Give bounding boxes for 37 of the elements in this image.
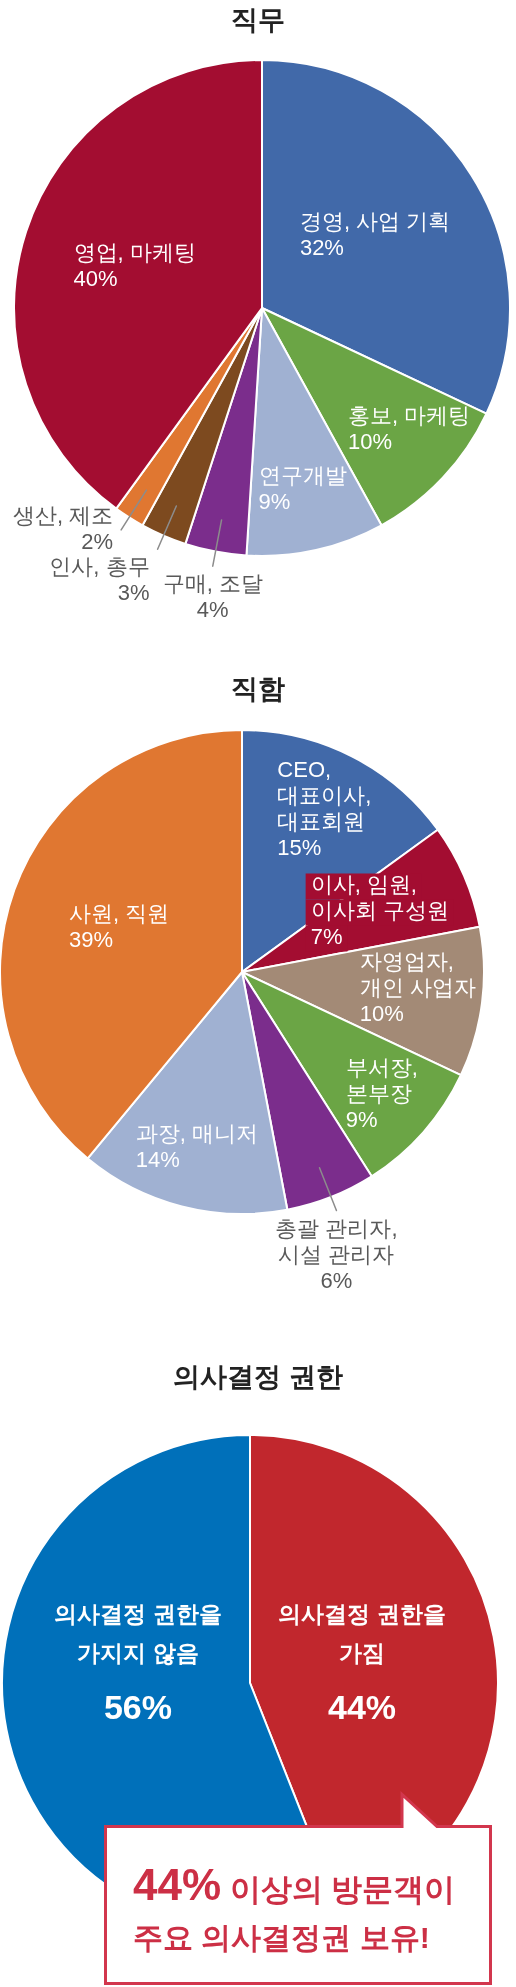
slice-label: 구매, 조달	[162, 571, 263, 597]
slice-label: 자영업자, 개인 사업자	[359, 948, 476, 1000]
chart-title: 직무	[230, 4, 286, 37]
text: 주요 의사결정권 보유!	[133, 1920, 430, 1956]
data-label: 56%	[103, 1688, 172, 1727]
data-label: 10%	[348, 428, 393, 454]
slice-label: CEO, 대표이사, 대표회원	[277, 757, 372, 835]
data-label: 2%	[81, 529, 114, 555]
chart-title: 의사결정 권한	[172, 1361, 344, 1394]
data-label: 15%	[277, 835, 322, 861]
slice-label: 의사결정 권한을 가짐	[278, 1601, 446, 1667]
slice-label: 경영, 사업 기획	[299, 209, 451, 235]
data-label: 4%	[196, 597, 229, 623]
text: 44% 이상의 방문객이	[133, 1859, 456, 1911]
slice-label: 의사결정 권한을 가지지 않음	[54, 1601, 222, 1667]
slice-label: 연구개발	[258, 462, 347, 488]
data-label: 9%	[345, 1107, 378, 1133]
data-label: 7%	[310, 924, 343, 950]
slice-label: 인사, 총무	[49, 554, 150, 580]
data-label: 39%	[68, 926, 113, 952]
slice-label: 사원, 직원	[68, 900, 170, 926]
slice-label: 총괄 관리자, 시설 관리자	[275, 1215, 398, 1267]
data-label: 6%	[320, 1267, 353, 1293]
slice-label: 부서장, 본부장	[345, 1055, 418, 1107]
slice-label: 홍보, 마케팅	[348, 402, 471, 428]
data-label: 3%	[117, 580, 150, 606]
data-label: 40%	[73, 265, 118, 291]
slice-label: 영업, 마케팅	[73, 239, 196, 265]
data-label: 32%	[299, 235, 344, 261]
chart-title: 직함	[230, 673, 286, 706]
data-label: 10%	[359, 1000, 404, 1026]
data-label: 14%	[135, 1146, 180, 1172]
slice-label: 이사, 임원, 이사회 구성원	[310, 872, 449, 924]
slice-label: 생산, 제조	[12, 503, 114, 529]
slice-label: 과장, 매니저	[135, 1120, 258, 1146]
data-label: 44%	[328, 1688, 397, 1727]
data-label: 9%	[258, 488, 291, 514]
